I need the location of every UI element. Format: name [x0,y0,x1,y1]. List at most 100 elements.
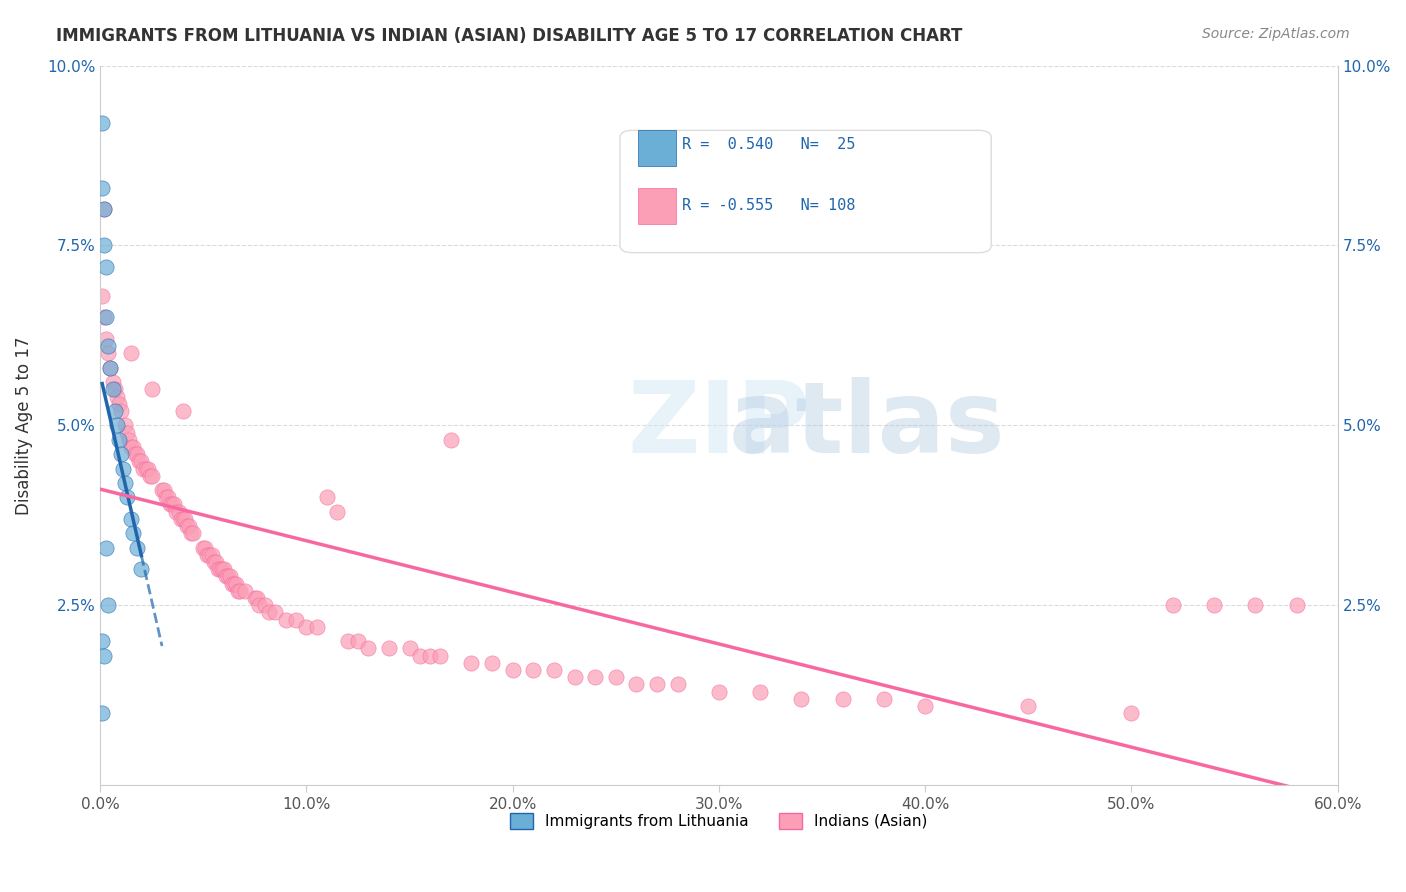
Point [749,684,772,698]
Point [193,541,215,555]
Point [202,555,225,569]
Point [172,404,194,418]
Point [138,468,160,483]
Point [215,569,238,583]
Point [169,512,191,526]
Point [103,404,125,418]
Point [176,519,198,533]
Y-axis label: Disability Age 5 to 17: Disability Age 5 to 17 [15,336,32,515]
Point [429,648,451,663]
Point [378,641,401,656]
Point [357,641,380,656]
Point [155,491,177,505]
Point [180,526,202,541]
Point [107,397,129,411]
Legend: Immigrants from Lithuania, Indians (Asian): Immigrants from Lithuania, Indians (Asia… [503,806,934,835]
Point [398,641,420,656]
Point [1285,598,1308,612]
Point [105,418,128,433]
Point [97,346,120,360]
Point [96,310,118,325]
Point [221,576,243,591]
Point [124,447,146,461]
Point [172,512,194,526]
Point [247,598,270,612]
Point [111,461,134,475]
Point [122,526,145,541]
Point [336,634,359,648]
Text: IMMIGRANTS FROM LITHUANIA VS INDIAN (ASIAN) DISABILITY AGE 5 TO 17 CORRELATION C: IMMIGRANTS FROM LITHUANIA VS INDIAN (ASI… [56,27,963,45]
Point [118,433,141,447]
Point [162,498,184,512]
Point [1244,598,1267,612]
Point [502,663,524,677]
Point [101,383,124,397]
Point [208,562,231,576]
Point [914,698,936,713]
Point [159,498,181,512]
Point [115,425,138,440]
Point [114,418,136,433]
Point [122,440,145,454]
Text: Source: ZipAtlas.com: Source: ZipAtlas.com [1202,27,1350,41]
Point [127,541,149,555]
Point [120,346,142,360]
Point [132,461,155,475]
Point [543,663,565,677]
Point [194,541,217,555]
Point [233,583,256,598]
Point [181,526,204,541]
Point [645,677,668,691]
Point [93,202,115,217]
Point [1017,698,1039,713]
Point [790,691,813,706]
Point [128,454,150,468]
Point [93,238,115,252]
Point [259,606,281,620]
Point [564,670,586,684]
Point [141,468,163,483]
Point [305,620,328,634]
Point [274,613,297,627]
Point [173,512,195,526]
Point [295,620,318,634]
Text: R = -0.555   N= 108: R = -0.555 N= 108 [682,198,855,213]
Point [440,433,463,447]
Point [93,310,115,325]
Point [219,569,242,583]
Point [91,634,114,648]
Point [110,447,132,461]
Point [103,383,125,397]
Point [204,555,226,569]
Point [167,505,190,519]
Point [141,383,163,397]
Point [666,677,689,691]
Point [873,691,896,706]
Point [211,562,233,576]
Point [150,483,173,497]
Point [131,454,153,468]
Point [254,598,277,612]
Point [285,613,308,627]
Point [1202,598,1225,612]
Point [157,491,180,505]
Point [1121,706,1143,720]
Point [120,440,142,454]
Point [127,447,149,461]
Point [114,475,136,490]
Point [316,491,339,505]
Point [225,576,247,591]
FancyBboxPatch shape [620,130,991,252]
Point [200,548,222,562]
Point [1161,598,1184,612]
Point [229,583,252,598]
Point [481,656,503,670]
Point [110,404,132,418]
Point [96,541,118,555]
Point [217,569,239,583]
Point [107,433,129,447]
Point [246,591,269,605]
Point [522,663,544,677]
Point [163,498,186,512]
Text: R =  0.540   N=  25: R = 0.540 N= 25 [682,137,855,153]
